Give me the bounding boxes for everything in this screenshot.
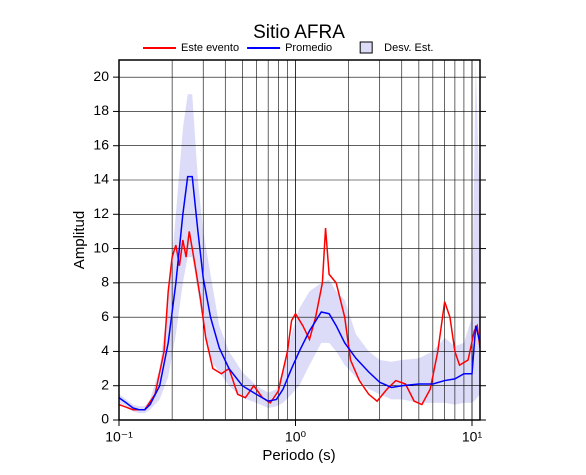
x-tick-label: 10¹ <box>462 429 483 445</box>
x-tick-label: 10⁰ <box>285 429 307 445</box>
y-tick-label: 4 <box>101 342 109 358</box>
y-tick-label: 6 <box>101 308 109 324</box>
legend-label: Promedio <box>285 42 332 54</box>
chart-title: Sitio AFRA <box>253 22 345 43</box>
x-tick-label: 10⁻¹ <box>105 429 133 445</box>
y-axis-label: Amplitud <box>71 211 88 269</box>
x-axis-label: Periodo (s) <box>262 447 335 464</box>
y-tick-label: 18 <box>93 102 109 118</box>
y-tick-label: 12 <box>93 205 109 221</box>
y-tick-label: 14 <box>93 171 109 187</box>
y-tick-label: 0 <box>101 411 109 427</box>
y-tick-label: 10 <box>93 239 109 255</box>
legend-label: Desv. Est. <box>384 42 433 54</box>
series-line <box>118 227 481 411</box>
y-tick-label: 16 <box>93 136 109 152</box>
plot-frame <box>118 59 481 421</box>
series-line <box>118 175 481 411</box>
legend-label: Este evento <box>181 42 239 54</box>
y-tick-label: 2 <box>101 376 109 392</box>
legend-swatch <box>359 41 373 54</box>
y-tick-label: 20 <box>93 68 109 84</box>
y-tick-label: 8 <box>101 274 109 290</box>
std-band <box>119 60 480 414</box>
